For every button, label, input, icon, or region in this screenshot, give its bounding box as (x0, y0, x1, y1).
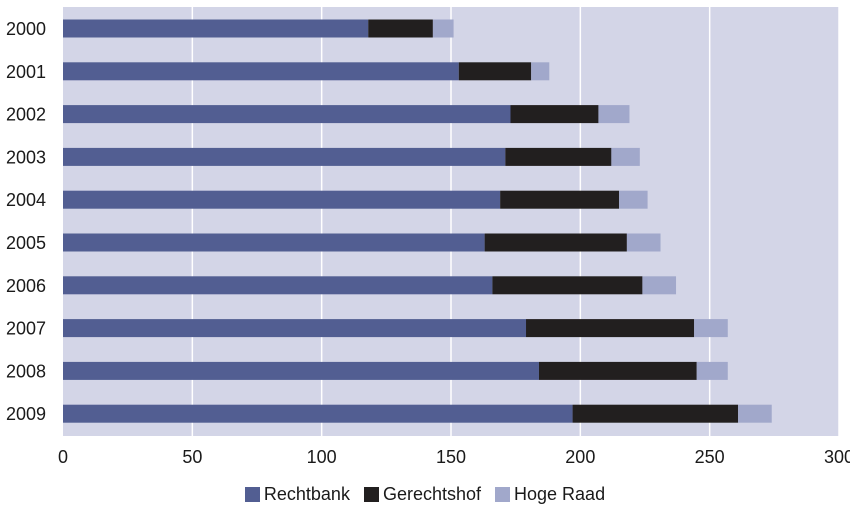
y-tick-label: 2004 (6, 190, 46, 210)
y-tick-label: 2003 (6, 147, 46, 167)
y-tick-label: 2009 (6, 404, 46, 424)
bar-gerechtshof (526, 319, 695, 338)
bar-rechtbank (63, 105, 511, 124)
y-tick-label: 2005 (6, 233, 46, 253)
y-tick-label: 2000 (6, 19, 46, 39)
y-tick-label: 2008 (6, 361, 46, 381)
bar-rechtbank (63, 276, 493, 295)
x-tick-label: 250 (695, 447, 725, 467)
bar-hoge-raad (738, 404, 772, 423)
bar-gerechtshof (510, 105, 599, 124)
bar-rechtbank (63, 19, 369, 38)
x-tick-label: 200 (565, 447, 595, 467)
legend-swatch (495, 487, 511, 502)
bar-hoge-raad (694, 319, 728, 338)
legend-swatch (244, 487, 260, 502)
bar-hoge-raad (531, 62, 550, 81)
legend-label: Rechtbank (263, 484, 350, 504)
bar-gerechtshof (505, 147, 612, 166)
bar-gerechtshof (538, 361, 697, 380)
bar-hoge-raad (696, 361, 728, 380)
bar-gerechtshof (484, 233, 627, 252)
legend-item: Gerechtshof (363, 484, 482, 505)
bar-rechtbank (63, 361, 539, 380)
legend-swatch (363, 487, 379, 502)
y-tick-label: 2002 (6, 105, 46, 125)
y-tick-label: 2001 (6, 62, 46, 82)
x-tick-label: 150 (436, 447, 466, 467)
x-tick-label: 0 (58, 447, 68, 467)
chart-plot: 0 50 100 150 200 250 300 2000 2001 2002 2003 2004 20… (6, 7, 850, 467)
chart-legend: Rechtbank Gerechtshof Hoge Raad (0, 484, 850, 505)
bar-rechtbank (63, 62, 459, 81)
bar-rechtbank (63, 147, 506, 166)
x-tick-label: 100 (307, 447, 337, 467)
bar-hoge-raad (598, 105, 630, 124)
bar-rechtbank (63, 233, 485, 252)
bar-gerechtshof (458, 62, 532, 81)
legend-item: Hoge Raad (495, 484, 605, 505)
bar-hoge-raad (432, 19, 454, 38)
bar-hoge-raad (626, 233, 661, 252)
legend-label: Gerechtshof (382, 484, 482, 504)
bar-rechtbank (63, 319, 527, 338)
bar-rechtbank (63, 190, 501, 209)
bar-rechtbank (63, 404, 573, 423)
bar-gerechtshof (492, 276, 643, 295)
bar-hoge-raad (611, 147, 640, 166)
x-tick-label: 300 (824, 447, 850, 467)
bar-hoge-raad (642, 276, 677, 295)
legend-item: Rechtbank (244, 484, 350, 505)
y-tick-label: 2007 (6, 319, 46, 339)
bar-gerechtshof (572, 404, 739, 423)
y-tick-label: 2006 (6, 276, 46, 296)
legend-label: Hoge Raad (514, 484, 606, 504)
bar-hoge-raad (619, 190, 648, 209)
bar-gerechtshof (368, 19, 433, 38)
bar-gerechtshof (500, 190, 620, 209)
x-tick-label: 50 (182, 447, 202, 467)
